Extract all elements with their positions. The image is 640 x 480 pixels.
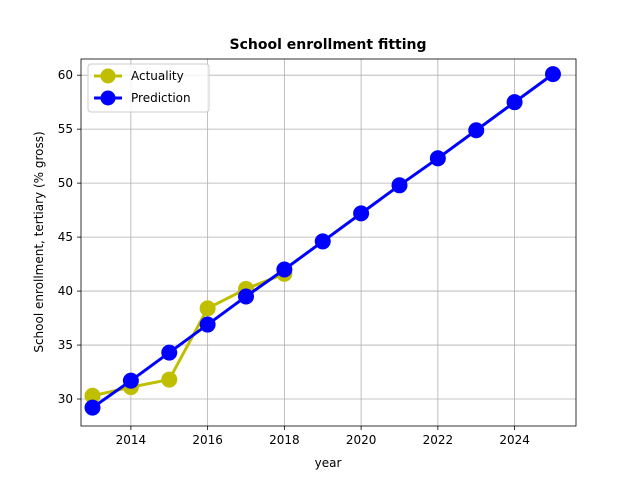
data-point-actuality <box>161 371 178 388</box>
x-tick-label: 2024 <box>499 433 530 447</box>
data-point-prediction <box>161 344 178 361</box>
legend-marker-actuality <box>100 68 116 84</box>
data-point-prediction <box>314 233 331 250</box>
legend-label-actuality: Actuality <box>131 69 184 83</box>
data-point-prediction <box>238 288 254 305</box>
data-point-prediction <box>122 372 139 389</box>
series-line-actuality <box>92 272 285 398</box>
y-axis-label: School enrollment, tertiary (% gross) <box>32 131 46 352</box>
y-tick-label: 55 <box>58 122 73 136</box>
data-point-prediction <box>468 122 485 139</box>
data-point-prediction <box>84 399 101 416</box>
y-tick-label: 35 <box>58 338 73 352</box>
data-point-prediction <box>429 150 446 167</box>
data-point-prediction <box>506 94 523 111</box>
y-tick-label: 30 <box>58 392 73 406</box>
data-point-prediction <box>276 261 293 278</box>
legend-label-prediction: Prediction <box>131 91 191 105</box>
x-axis-label: year <box>315 456 342 470</box>
data-point-actuality <box>199 300 216 317</box>
data-point-prediction <box>199 316 216 333</box>
data-point-prediction <box>391 177 408 194</box>
data-point-prediction <box>353 205 370 222</box>
grid <box>81 59 576 426</box>
legend-marker-prediction <box>100 90 116 106</box>
x-tick-label: 2022 <box>423 433 454 447</box>
chart-title: School enrollment fitting <box>229 37 426 53</box>
x-tick-label: 2020 <box>346 433 377 447</box>
plot-frame <box>80 58 577 427</box>
series-layer <box>84 66 561 416</box>
x-tick-label: 2016 <box>192 433 223 447</box>
y-tick-label: 40 <box>58 284 73 298</box>
x-tick-label: 2018 <box>269 433 300 447</box>
legend: Actuality Prediction <box>87 63 210 113</box>
y-tick-label: 45 <box>58 230 73 244</box>
x-tick-label: 2014 <box>116 433 147 447</box>
y-tick-label: 60 <box>58 68 73 82</box>
y-tick-label: 50 <box>58 176 73 190</box>
ticks: 2014 2016 2018 2020 2022 2024 30 35 40 45 50 55 60 <box>58 68 530 447</box>
data-point-prediction <box>544 66 561 83</box>
